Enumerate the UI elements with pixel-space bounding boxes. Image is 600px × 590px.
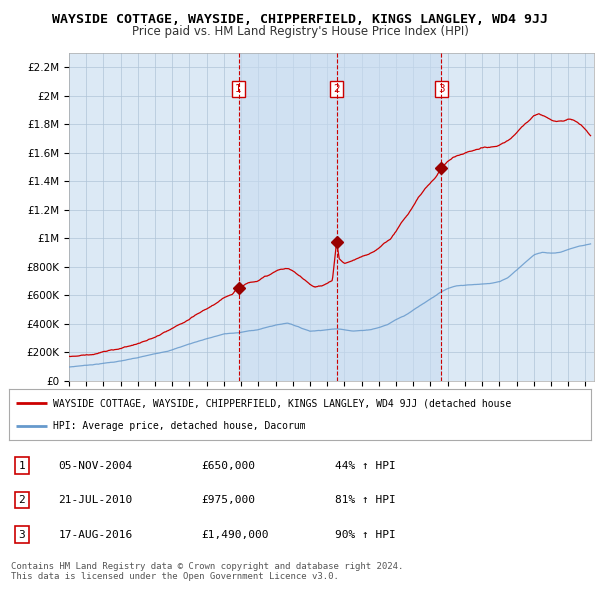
Text: Contains HM Land Registry data © Crown copyright and database right 2024.
This d: Contains HM Land Registry data © Crown c…	[11, 562, 403, 581]
Text: 1: 1	[19, 461, 25, 470]
Text: 05-NOV-2004: 05-NOV-2004	[58, 461, 133, 470]
Text: Price paid vs. HM Land Registry's House Price Index (HPI): Price paid vs. HM Land Registry's House …	[131, 25, 469, 38]
Bar	[239, 53, 337, 381]
Text: 2: 2	[334, 84, 340, 94]
Text: 17-AUG-2016: 17-AUG-2016	[58, 530, 133, 539]
Text: WAYSIDE COTTAGE, WAYSIDE, CHIPPERFIELD, KINGS LANGLEY, WD4 9JJ: WAYSIDE COTTAGE, WAYSIDE, CHIPPERFIELD, …	[52, 13, 548, 26]
Text: 90% ↑ HPI: 90% ↑ HPI	[335, 530, 395, 539]
Text: £1,490,000: £1,490,000	[201, 530, 269, 539]
Text: 1: 1	[235, 84, 242, 94]
Text: 3: 3	[438, 84, 445, 94]
Text: WAYSIDE COTTAGE, WAYSIDE, CHIPPERFIELD, KINGS LANGLEY, WD4 9JJ (detached house: WAYSIDE COTTAGE, WAYSIDE, CHIPPERFIELD, …	[53, 398, 511, 408]
Text: 44% ↑ HPI: 44% ↑ HPI	[335, 461, 395, 470]
Text: 3: 3	[19, 530, 25, 539]
Text: 2: 2	[19, 495, 25, 505]
Text: 81% ↑ HPI: 81% ↑ HPI	[335, 495, 395, 505]
Text: £650,000: £650,000	[201, 461, 255, 470]
Text: £975,000: £975,000	[201, 495, 255, 505]
Text: 21-JUL-2010: 21-JUL-2010	[58, 495, 133, 505]
Bar	[337, 53, 442, 381]
Text: HPI: Average price, detached house, Dacorum: HPI: Average price, detached house, Daco…	[53, 421, 305, 431]
